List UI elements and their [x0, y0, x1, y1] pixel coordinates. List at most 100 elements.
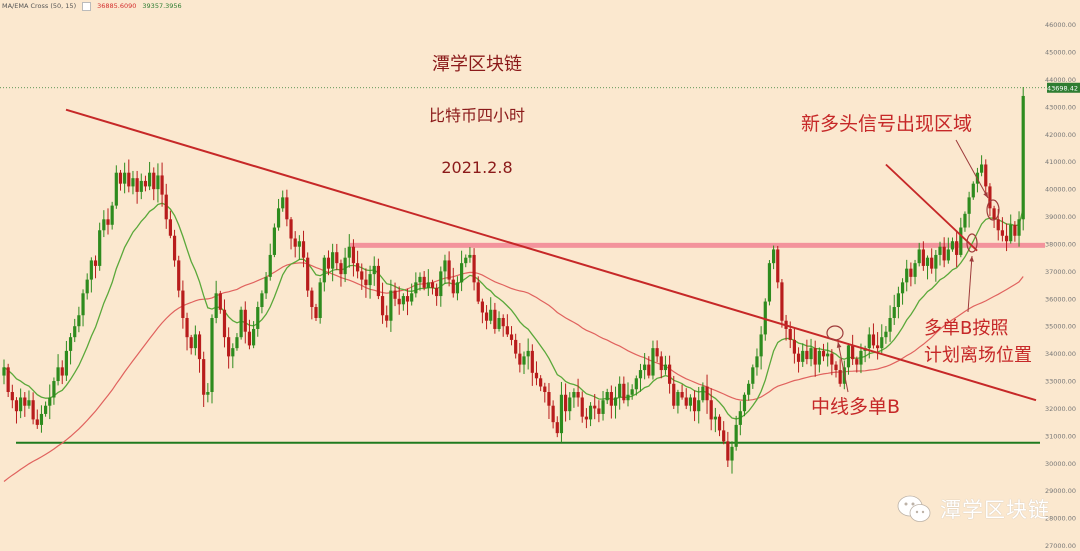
y-tick-label: 43000.00 [1045, 103, 1076, 111]
candle-body [730, 446, 734, 461]
candle-body [880, 337, 884, 349]
candle-body [830, 353, 834, 365]
candle-body [247, 331, 252, 346]
candle-body [751, 367, 755, 384]
candle-body [959, 227, 963, 255]
y-tick-label: 36000.00 [1045, 295, 1076, 303]
candle-body [143, 180, 148, 187]
y-tick-label: 39000.00 [1045, 213, 1076, 221]
y-tick-label: 35000.00 [1045, 323, 1076, 331]
candle-body [668, 364, 672, 384]
y-tick-label: 27000.00 [1045, 542, 1076, 550]
candle-body [127, 172, 131, 187]
y-tick-label: 42000.00 [1045, 131, 1076, 139]
candle-body [501, 317, 505, 327]
candle-body [701, 386, 705, 401]
candle-body [60, 367, 64, 376]
y-tick-label: 41000.00 [1045, 158, 1076, 166]
candle-body [114, 172, 118, 206]
candle-body [647, 364, 651, 376]
chart-title-text: 潭学区块链 [432, 54, 522, 75]
candle-body [888, 317, 892, 332]
candle-body [2, 367, 6, 376]
candle-body [98, 230, 102, 266]
candle-body [505, 326, 509, 335]
candle-body [747, 383, 751, 395]
short-trendline [885, 163, 978, 252]
candle-body [934, 254, 938, 269]
candle-body [651, 348, 655, 376]
candle-body [659, 356, 663, 371]
candle-body [6, 367, 10, 393]
candle-body [917, 249, 921, 264]
watermark: 潭学区块链 [896, 494, 1050, 524]
candle-body [464, 257, 468, 264]
candle-body [597, 408, 601, 414]
ma50-line [3, 262, 1024, 482]
candle-body [734, 424, 738, 447]
candle-body [601, 400, 605, 414]
candle-body [260, 293, 264, 308]
candle-body [539, 378, 543, 387]
candle-body [301, 241, 306, 258]
indicator-value-ma: 36885.6090 [97, 2, 137, 10]
indicator-settings-icon[interactable] [82, 1, 92, 11]
candle-body [339, 263, 343, 275]
candle-body [206, 392, 210, 395]
candle-body [884, 331, 888, 338]
candle-body [763, 301, 767, 335]
candle-body [439, 271, 443, 297]
candle-body [876, 345, 880, 349]
y-tick-label: 46000.00 [1045, 21, 1076, 29]
candle-body [992, 208, 996, 220]
candle-body [622, 383, 626, 401]
candle-body [222, 309, 227, 338]
candle-body [655, 348, 659, 357]
candle-body [514, 339, 518, 354]
candle-body [871, 334, 876, 346]
candle-body [293, 238, 297, 247]
candle-body [31, 400, 35, 420]
candle-body [518, 353, 522, 365]
candle-body [950, 241, 955, 250]
candle-body [393, 290, 397, 299]
y-tick-label: 31000.00 [1045, 432, 1076, 440]
candle-body [576, 392, 580, 398]
candle-body [1013, 224, 1017, 236]
candle-body [805, 350, 809, 360]
candle-body [351, 246, 356, 264]
candle-body [726, 441, 730, 461]
candle-body [980, 164, 984, 173]
candle-body [347, 246, 351, 258]
entry-circle [826, 325, 844, 341]
candle-body [110, 205, 114, 225]
y-tick-label: 30000.00 [1045, 460, 1076, 468]
candle-body [780, 282, 784, 321]
candle-body [364, 279, 368, 286]
candle-body [152, 172, 156, 190]
candle-body [1009, 224, 1013, 242]
candle-body [946, 249, 950, 261]
candle-body [984, 164, 988, 187]
candle-body [64, 350, 68, 376]
candle-body [202, 359, 206, 395]
candle-body [742, 394, 747, 412]
candle-body [356, 263, 360, 272]
candle-body [900, 282, 905, 294]
candle-body [102, 219, 106, 231]
candle-body [522, 356, 526, 365]
candle-body [930, 257, 934, 269]
candle-body [397, 298, 401, 305]
candle-body [447, 260, 451, 280]
candle-body [846, 345, 851, 368]
candle-body [472, 254, 476, 283]
candle-body [821, 350, 826, 357]
candle-body [892, 307, 896, 318]
candle-body [214, 293, 218, 318]
candle-body [676, 392, 680, 406]
candle-body [56, 367, 60, 382]
wechat-icon [897, 495, 931, 522]
candle-body [430, 282, 435, 288]
candle-body [626, 394, 630, 401]
